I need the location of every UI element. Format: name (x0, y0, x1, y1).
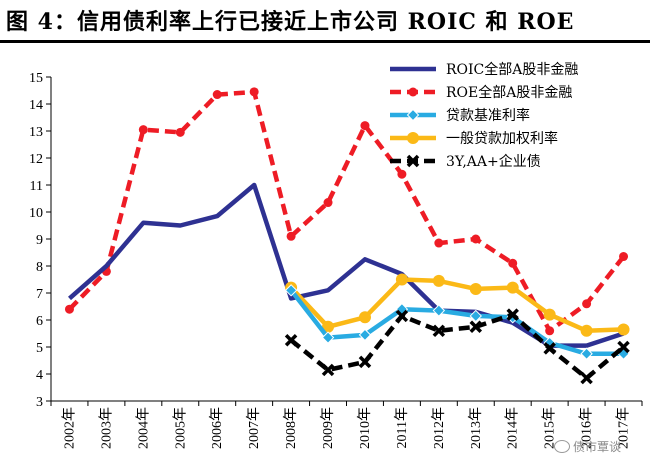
x-tick-label: 2010年 (357, 407, 373, 449)
watermark-text: 债市覃谈 (573, 440, 622, 454)
data-point (358, 355, 372, 369)
data-point (286, 231, 296, 241)
data-point (322, 320, 335, 333)
y-tick-label: 15 (29, 71, 43, 86)
data-point (617, 323, 630, 336)
series-line (289, 312, 625, 381)
data-point (249, 87, 259, 97)
x-tick-label: 2012年 (431, 407, 447, 449)
x-tick-label: 2009年 (320, 407, 336, 449)
series-line (67, 89, 626, 334)
data-point (138, 125, 148, 135)
x-tick-label: 2015年 (542, 407, 558, 449)
data-point (543, 342, 556, 355)
data-point (619, 252, 629, 262)
data-point (543, 308, 556, 321)
y-tick-label: 6 (36, 314, 43, 329)
y-tick-label: 9 (36, 233, 43, 248)
series-line (68, 182, 625, 348)
data-point (469, 282, 482, 295)
data-point (432, 304, 446, 317)
x-tick-label: 2005年 (172, 407, 188, 449)
data-point (323, 198, 333, 208)
series-line (289, 288, 624, 357)
y-tick-label: 5 (36, 341, 43, 356)
x-tick-label: 2004年 (135, 407, 151, 449)
chart-title: 图 4：信用债利率上行已接近上市公司 ROIC 和 ROE (6, 9, 575, 35)
legend-label: 一般贷款加权利率 (446, 130, 558, 147)
data-point (617, 340, 630, 354)
data-point (406, 154, 420, 168)
y-tick-label: 13 (29, 125, 43, 140)
data-point (395, 273, 408, 286)
data-point (321, 363, 335, 377)
data-point (469, 320, 483, 333)
data-point (471, 234, 481, 244)
data-point (580, 371, 593, 385)
x-tick-label: 2007年 (246, 407, 262, 449)
data-point (506, 281, 519, 294)
data-point (358, 311, 371, 324)
data-point (212, 90, 222, 100)
data-point (508, 258, 518, 268)
x-tick-label: 2017年 (616, 407, 632, 449)
data-point (580, 347, 593, 360)
y-tick-label: 3 (36, 395, 43, 410)
data-point (395, 309, 409, 323)
legend-label: 3Y,AA+企业债 (446, 153, 541, 170)
data-point (580, 324, 593, 337)
data-point (407, 132, 419, 144)
y-tick-label: 4 (36, 368, 43, 383)
data-point (321, 331, 335, 344)
data-point (406, 108, 420, 122)
y-tick-label: 8 (36, 260, 43, 275)
data-point (582, 299, 592, 309)
data-point (360, 121, 370, 131)
data-point (432, 274, 445, 287)
x-tick-label: 2016年 (579, 407, 595, 449)
data-point (358, 328, 372, 342)
data-point (284, 284, 298, 297)
x-tick-label: 2006年 (209, 407, 225, 449)
x-tick-label: 2002年 (61, 407, 77, 449)
legend-label: 贷款基准利率 (446, 107, 530, 124)
data-point (64, 304, 74, 314)
data-point (408, 87, 418, 97)
data-point (397, 169, 407, 179)
series-lines (64, 87, 630, 385)
y-tick-label: 10 (29, 206, 43, 221)
series-line (289, 277, 624, 334)
data-point (175, 127, 185, 137)
data-point (432, 324, 446, 338)
legend-label: ROE全部A股非金融 (446, 84, 572, 101)
title-divider (0, 40, 650, 43)
x-tick-label: 2013年 (468, 407, 484, 449)
axes: 3 4 5 6 7 8 9 10 11 12 13 14 15 2002年 2003年 2004年 2005年 2… (29, 71, 643, 449)
wechat-icon (554, 440, 570, 453)
y-tick-label: 12 (29, 152, 43, 167)
x-tick-label: 2014年 (505, 407, 521, 449)
data-point (469, 309, 482, 323)
watermark: 债市覃谈 (554, 438, 621, 455)
legend-label: ROIC全部A股非金融 (446, 61, 578, 78)
data-point (545, 326, 555, 336)
y-tick-label: 14 (29, 98, 43, 113)
x-tick-label: 2003年 (98, 407, 114, 449)
y-tick-label: 7 (36, 287, 43, 302)
y-tick-label: 11 (30, 179, 43, 194)
data-point (284, 334, 298, 347)
data-point (506, 308, 519, 321)
x-tick-label: 2011年 (394, 407, 410, 448)
data-point (434, 238, 444, 248)
x-tick-label: 2008年 (283, 407, 299, 449)
